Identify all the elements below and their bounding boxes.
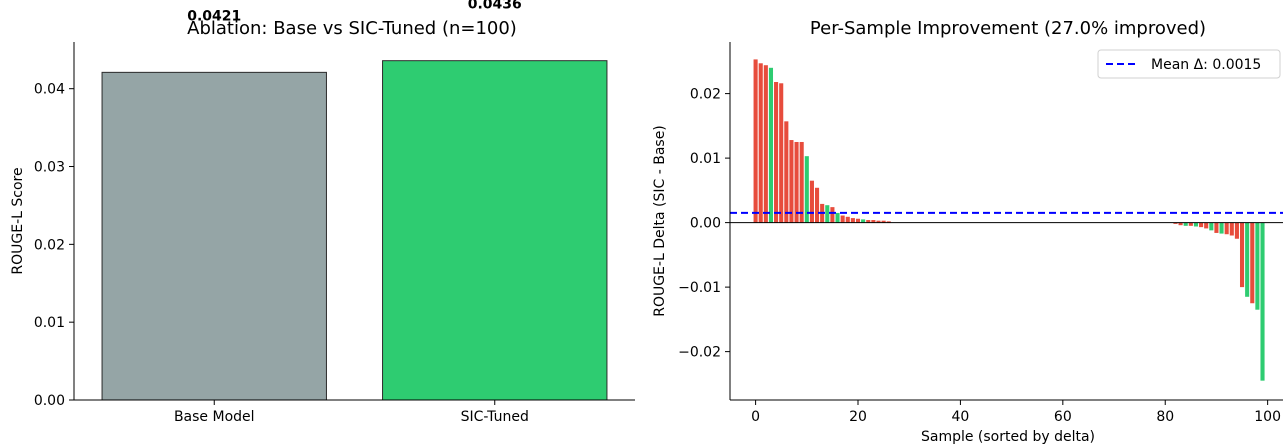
delta-bar xyxy=(1229,222,1234,236)
bar-value-label: 0.0436 xyxy=(468,0,522,13)
delta-bar xyxy=(1204,222,1209,229)
right-title: Per-Sample Improvement (27.0% improved) xyxy=(810,18,1206,39)
x-tick-label: 40 xyxy=(952,409,970,425)
delta-bar xyxy=(1173,222,1178,224)
delta-bar xyxy=(1250,222,1255,304)
delta-bar xyxy=(804,156,809,223)
delta-bar xyxy=(881,220,886,223)
y-tick-label: 0.00 xyxy=(34,393,65,409)
left-y-label: ROUGE-L Score xyxy=(10,167,26,274)
left-value-labels: 0.0421 0.0436 xyxy=(187,0,522,24)
y-tick-label: 0.01 xyxy=(690,151,721,167)
delta-bar xyxy=(784,121,789,223)
x-tick-label: 60 xyxy=(1054,409,1072,425)
left-panel: Ablation: Base vs SIC-Tuned (n=100) 0.04… xyxy=(10,0,635,425)
delta-bar xyxy=(1188,222,1193,226)
right-x-ticks: 0 20 40 60 80 100 xyxy=(751,400,1281,425)
delta-bar xyxy=(1255,222,1260,310)
delta-bar xyxy=(876,220,881,223)
delta-bar xyxy=(825,205,830,223)
legend: Mean Δ: 0.0015 xyxy=(1097,49,1281,79)
y-tick-label: 0.03 xyxy=(34,160,65,176)
delta-bar xyxy=(794,141,799,223)
x-tick-label: 80 xyxy=(1156,409,1174,425)
right-bars xyxy=(753,59,1265,381)
y-tick-label: −0.01 xyxy=(678,280,721,296)
delta-bar xyxy=(1239,222,1245,288)
delta-bar xyxy=(845,216,850,223)
legend-mean-label: Mean Δ: 0.0015 xyxy=(1151,57,1261,73)
delta-bar xyxy=(763,65,768,223)
left-bars xyxy=(101,60,608,401)
legend-box xyxy=(1097,49,1281,79)
y-tick-label: 0.02 xyxy=(34,237,65,253)
right-y-ticks: −0.02 −0.01 0.00 0.01 0.02 xyxy=(678,87,730,361)
x-tick-label: SIC-Tuned xyxy=(461,409,529,425)
delta-bar xyxy=(840,215,845,223)
y-tick-label: 0.00 xyxy=(690,216,721,232)
delta-bar xyxy=(1199,222,1204,228)
bar-base-model xyxy=(101,71,327,401)
delta-bar xyxy=(855,218,861,223)
left-x-ticks: Base Model SIC-Tuned xyxy=(174,400,529,425)
x-tick-label: 0 xyxy=(751,409,760,425)
delta-bar xyxy=(774,81,779,223)
delta-bar xyxy=(1245,222,1250,297)
delta-bar xyxy=(1209,222,1214,231)
delta-bar xyxy=(814,187,820,223)
delta-bar xyxy=(1214,222,1219,233)
y-tick-label: 0.01 xyxy=(34,315,65,331)
y-tick-label: −0.02 xyxy=(678,345,721,361)
bar-value-label: 0.0421 xyxy=(187,8,241,24)
y-tick-label: 0.02 xyxy=(690,87,721,103)
left-y-ticks: 0.00 0.01 0.02 0.03 0.04 xyxy=(34,82,74,409)
x-tick-label: 20 xyxy=(849,409,867,425)
delta-bar xyxy=(779,83,784,223)
left-title: Ablation: Base vs SIC-Tuned (n=100) xyxy=(187,18,517,39)
delta-bar xyxy=(809,180,814,223)
delta-bar xyxy=(1178,222,1183,226)
delta-bar xyxy=(1234,222,1239,239)
delta-bar xyxy=(799,141,804,223)
delta-bar xyxy=(850,218,855,223)
delta-bar xyxy=(1219,222,1224,234)
delta-bar xyxy=(789,140,794,223)
delta-bar xyxy=(753,59,758,223)
y-tick-label: 0.04 xyxy=(34,82,65,98)
bar-sic-tuned xyxy=(382,60,608,401)
delta-bar xyxy=(830,207,835,223)
delta-bar xyxy=(758,63,763,223)
x-tick-label: Base Model xyxy=(174,409,255,425)
delta-bar xyxy=(1224,222,1229,235)
x-tick-label: 100 xyxy=(1254,409,1281,425)
delta-bar xyxy=(886,221,891,223)
right-panel: Per-Sample Improvement (27.0% improved) … xyxy=(652,18,1283,444)
delta-bar xyxy=(1183,222,1188,226)
delta-bar xyxy=(871,220,876,223)
delta-bar xyxy=(1193,222,1199,227)
right-y-label: ROUGE-L Delta (SIC - Base) xyxy=(652,125,668,317)
delta-bar xyxy=(768,67,774,223)
right-x-label: Sample (sorted by delta) xyxy=(921,429,1095,444)
delta-bar xyxy=(866,220,871,223)
delta-bar xyxy=(1260,222,1265,381)
delta-bar xyxy=(861,219,866,223)
delta-bar xyxy=(835,212,840,223)
